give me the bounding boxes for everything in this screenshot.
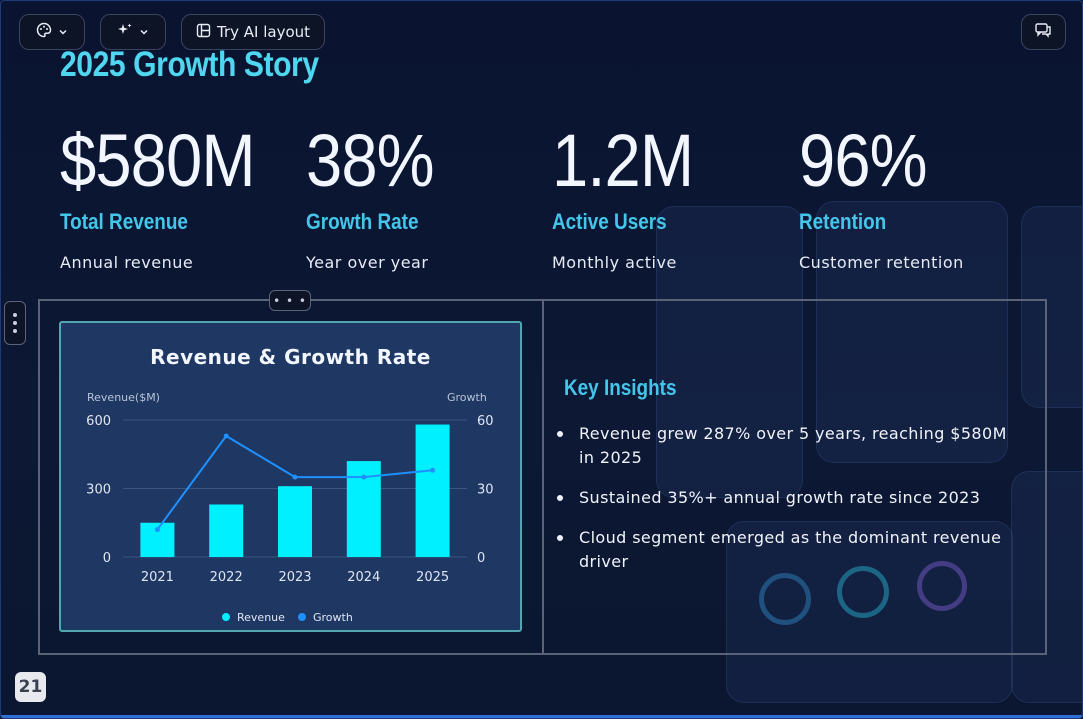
insights-list: Revenue grew 287% over 5 years, reaching… xyxy=(557,422,1027,590)
layout-icon xyxy=(196,23,211,42)
growth-point xyxy=(430,467,436,473)
comments-button[interactable] xyxy=(1021,14,1066,50)
stat-label: Active Users xyxy=(552,209,667,234)
legend-label: Revenue xyxy=(237,611,285,624)
legend-label: Growth xyxy=(313,611,353,624)
ai-menu-button[interactable] xyxy=(100,14,166,50)
decorative-phone xyxy=(656,206,803,498)
insight-item: Revenue grew 287% over 5 years, reaching… xyxy=(557,422,1027,470)
growth-point xyxy=(223,433,229,439)
slide-bottom-accent xyxy=(1,715,1082,718)
x-tick-label: 2022 xyxy=(210,570,243,585)
insight-item: Cloud segment emerged as the dominant re… xyxy=(557,526,1027,574)
revenue-growth-chart: Revenue($M) Growth 0 0 300 30 600 60 2021 2022… xyxy=(86,391,494,624)
stat-label: Retention xyxy=(799,209,887,234)
stat-sublabel: Year over year xyxy=(306,253,429,272)
y-left-tick-label: 0 xyxy=(103,551,111,566)
try-ai-layout-label: Try AI layout xyxy=(216,23,311,41)
theme-menu-button[interactable] xyxy=(19,14,85,50)
page-number: 21 xyxy=(15,672,46,702)
decorative-phone xyxy=(1021,206,1082,408)
chart-card[interactable]: Revenue & Growth Rate Revenue($M) Growth… xyxy=(59,321,522,632)
stat-sublabel: Customer retention xyxy=(799,253,964,272)
stat-value: 96% xyxy=(799,119,928,202)
chart-title: Revenue & Growth Rate xyxy=(150,345,431,369)
decorative-ring xyxy=(917,561,967,611)
x-tick-label: 2024 xyxy=(347,570,380,585)
chevron-down-icon xyxy=(58,23,68,41)
x-tick-label: 2025 xyxy=(416,570,449,585)
decorative-phone xyxy=(816,201,1008,463)
insights-title: Key Insights xyxy=(564,375,677,400)
stat-label: Growth Rate xyxy=(306,209,419,234)
y-left-tick-label: 600 xyxy=(86,414,111,429)
stat-retention: 96% Retention Customer retention xyxy=(799,119,1039,273)
legend-marker xyxy=(222,613,230,621)
stat-sublabel: Annual revenue xyxy=(60,253,194,272)
column-divider[interactable] xyxy=(542,299,544,655)
slide-title: 2025 Growth Story xyxy=(60,45,319,84)
comment-icon xyxy=(1035,22,1052,42)
drag-handle[interactable]: • • • xyxy=(269,290,311,311)
decorative-ring xyxy=(837,566,889,618)
stat-value: 1.2M xyxy=(552,119,694,202)
stat-total-revenue: $580M Total Revenue Annual revenue xyxy=(60,119,300,273)
chevron-down-icon xyxy=(139,23,149,41)
x-tick-label: 2021 xyxy=(141,570,174,585)
stat-label: Total Revenue xyxy=(60,209,188,234)
stat-value: $580M xyxy=(60,119,256,202)
y-axis-left-label: Revenue($M) xyxy=(87,391,160,404)
stat-sublabel: Monthly active xyxy=(552,253,677,272)
x-tick-label: 2023 xyxy=(278,570,311,585)
y-right-tick-label: 30 xyxy=(477,483,494,498)
revenue-bar xyxy=(415,424,450,557)
y-left-tick-label: 300 xyxy=(86,483,111,498)
revenue-bar xyxy=(278,486,312,557)
growth-point xyxy=(292,474,298,480)
growth-point xyxy=(154,527,160,533)
palette-icon xyxy=(36,22,52,42)
stat-growth-rate: 38% Growth Rate Year over year xyxy=(306,119,546,273)
y-right-tick-label: 0 xyxy=(477,551,485,566)
sparkle-icon xyxy=(117,22,133,42)
revenue-bar xyxy=(209,504,244,557)
try-ai-layout-button[interactable]: Try AI layout xyxy=(181,14,325,50)
legend-marker xyxy=(298,613,306,621)
block-menu-handle[interactable] xyxy=(4,301,26,345)
growth-point xyxy=(361,474,367,480)
insight-item: Sustained 35%+ annual growth rate since … xyxy=(557,486,1027,510)
decorative-ring xyxy=(759,573,811,625)
y-axis-right-label: Growth xyxy=(447,391,487,404)
y-right-tick-label: 60 xyxy=(477,414,494,429)
stat-active-users: 1.2M Active Users Monthly active xyxy=(552,119,792,273)
stat-value: 38% xyxy=(306,119,435,202)
